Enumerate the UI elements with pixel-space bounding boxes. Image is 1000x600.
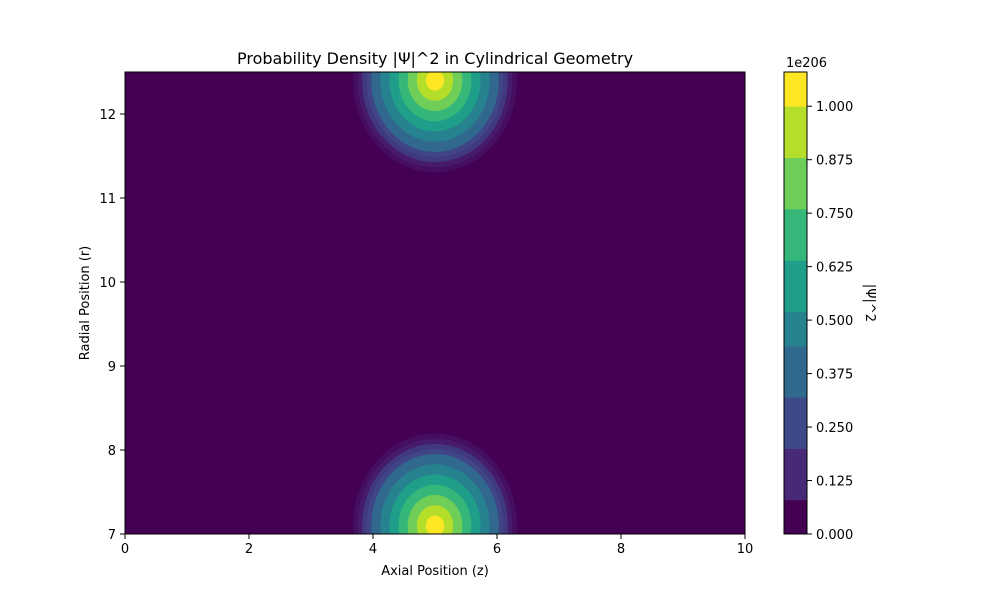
contour-level <box>430 75 440 86</box>
y-tick-label: 12 <box>99 108 116 123</box>
colorbar-tick-label: 0.250 <box>816 421 853 436</box>
colorbar-band <box>784 380 807 398</box>
colorbar-band <box>784 174 807 193</box>
colorbar-band <box>784 311 807 330</box>
colorbar-band <box>784 516 807 535</box>
colorbar-band <box>784 294 807 313</box>
colorbar-label: |Ψ|^2 <box>862 284 877 322</box>
y-axis-label: Radial Position (r) <box>78 246 93 361</box>
colorbar-band <box>784 328 807 347</box>
colorbar-tick-label: 0.750 <box>816 207 853 222</box>
colorbar-frame <box>783 71 808 535</box>
colorbar-band <box>784 362 807 381</box>
colorbar-band <box>784 499 807 518</box>
colorbar-band <box>784 465 807 484</box>
colorbar-band <box>784 345 807 364</box>
colorbar-band <box>784 448 807 467</box>
density-field <box>353 72 517 534</box>
density-peak <box>353 433 517 534</box>
y-tick-label: 10 <box>99 276 116 291</box>
x-tick-label: 2 <box>245 542 253 557</box>
y-tick-label: 11 <box>99 192 116 207</box>
colorbar-band <box>784 243 807 261</box>
colorbar-band <box>784 397 807 415</box>
y-tick-label: 7 <box>108 528 116 543</box>
colorbar-band <box>784 208 807 227</box>
density-peak <box>353 72 517 173</box>
colorbar-band <box>784 106 807 124</box>
colorbar-tick-label: 1.000 <box>816 100 853 115</box>
colorbar-band <box>784 482 807 501</box>
y-axis: 7 8 9 10 11 12 <box>99 108 125 543</box>
chart-title: Probability Density |Ψ|^2 in Cylindrical… <box>237 49 633 68</box>
colorbar-tick-label: 0.375 <box>816 368 853 383</box>
x-tick-label: 8 <box>617 542 625 557</box>
x-axis: 0 2 4 6 8 10 <box>121 534 753 557</box>
y-tick-label: 8 <box>108 444 116 459</box>
colorbar-ticks: 0.000 0.125 0.250 0.375 0.500 0.625 0.750 0.875… <box>807 100 853 543</box>
colorbar-tick-label: 0.625 <box>816 261 853 276</box>
colorbar-tick-label: 0.125 <box>816 475 853 490</box>
colorbar-band <box>784 431 807 449</box>
plot-area <box>124 71 746 535</box>
colorbar-band <box>784 89 807 107</box>
contour-level <box>430 520 440 531</box>
x-tick-label: 6 <box>493 542 501 557</box>
colorbar-band <box>784 226 807 244</box>
colorbar-band <box>784 123 807 141</box>
colorbar-bands <box>784 72 807 535</box>
colorbar: 0.000 0.125 0.250 0.375 0.500 0.625 0.750 0.875… <box>783 56 877 543</box>
plot-frame <box>124 71 746 535</box>
colorbar-band <box>784 72 807 90</box>
colorbar-band <box>784 191 807 210</box>
colorbar-band <box>784 260 807 278</box>
colorbar-band <box>784 157 807 176</box>
colorbar-tick-label: 0.500 <box>816 314 853 329</box>
x-tick-label: 10 <box>737 542 754 557</box>
colorbar-tick-label: 0.000 <box>816 528 853 543</box>
y-tick-label: 9 <box>108 360 116 375</box>
colorbar-tick-label: 0.875 <box>816 154 853 169</box>
x-axis-label: Axial Position (z) <box>381 564 489 579</box>
x-tick-label: 4 <box>369 542 377 557</box>
colorbar-band <box>784 414 807 432</box>
colorbar-band <box>784 140 807 159</box>
x-tick-label: 0 <box>121 542 129 557</box>
colorbar-exponent: 1e206 <box>786 56 827 71</box>
colorbar-band <box>784 277 807 295</box>
